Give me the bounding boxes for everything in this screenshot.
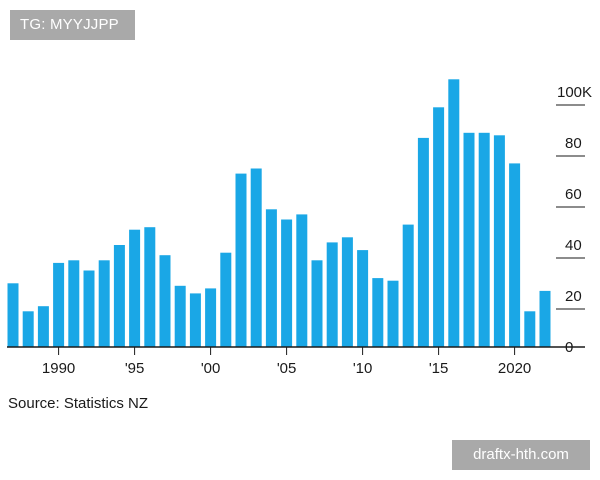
- x-tick-label-2015: '15: [429, 360, 449, 377]
- bar-2008: [326, 242, 338, 347]
- bar-2017: [463, 132, 475, 347]
- bar-1989: [37, 306, 49, 347]
- bar-2019: [493, 135, 505, 347]
- x-tick-label-1990: 1990: [42, 360, 75, 377]
- bar-2005: [281, 219, 293, 347]
- bar-2010: [357, 250, 369, 347]
- bar-2006: [296, 214, 308, 347]
- x-tick-label-2005: '05: [277, 360, 297, 377]
- y-tick-labels: 020406080100K: [557, 84, 592, 356]
- bar-1991: [68, 260, 80, 347]
- bar-2007: [311, 260, 323, 347]
- y-tick-label-60: 60: [565, 186, 582, 203]
- bar-2016: [448, 79, 460, 348]
- bar-2020: [509, 163, 521, 347]
- watermark-bottom: draftx-hth.com: [452, 440, 590, 470]
- bar-2014: [417, 137, 429, 347]
- bar-1994: [113, 245, 125, 347]
- bars-group: [7, 79, 551, 348]
- bar-2015: [433, 107, 445, 347]
- bar-2009: [341, 237, 353, 347]
- x-tick-label-1995: '95: [125, 360, 145, 377]
- x-tick-label-2000: '00: [201, 360, 221, 377]
- x-tick-label-2010: '10: [353, 360, 373, 377]
- bar-2018: [478, 132, 490, 347]
- watermark-top: TG: MYYJJPP: [10, 10, 135, 40]
- y-tick-label-100: 100K: [557, 84, 592, 101]
- bar-1987: [7, 283, 19, 348]
- x-tick-labels: 1990 '95 '00 '05 '10 '15 2020: [42, 360, 531, 377]
- bar-1999: [189, 293, 201, 347]
- bar-2003: [250, 168, 262, 347]
- bar-2001: [220, 252, 232, 347]
- x-tick-label-2020: 2020: [498, 360, 531, 377]
- bar-1998: [174, 285, 186, 347]
- bar-1993: [98, 260, 110, 347]
- y-tick-label-80: 80: [565, 135, 582, 152]
- bar-2013: [402, 224, 414, 347]
- bar-2004: [265, 209, 277, 347]
- x-ticks: [58, 347, 516, 355]
- bar-2012: [387, 280, 399, 347]
- bar-2002: [235, 173, 247, 347]
- bar-1988: [22, 311, 34, 347]
- bar-1995: [129, 229, 141, 347]
- y-tick-label-20: 20: [565, 288, 582, 305]
- bar-1990: [53, 262, 65, 347]
- bar-1992: [83, 270, 95, 347]
- bar-2021: [524, 311, 536, 347]
- y-tick-label-40: 40: [565, 237, 582, 254]
- bar-2000: [205, 288, 217, 347]
- bar-2011: [372, 278, 384, 347]
- bar-2022: [539, 290, 551, 347]
- source-note: Source: Statistics NZ: [8, 395, 149, 412]
- bar-1997: [159, 255, 171, 347]
- bar-1996: [144, 227, 156, 347]
- y-gridlines: [556, 104, 585, 310]
